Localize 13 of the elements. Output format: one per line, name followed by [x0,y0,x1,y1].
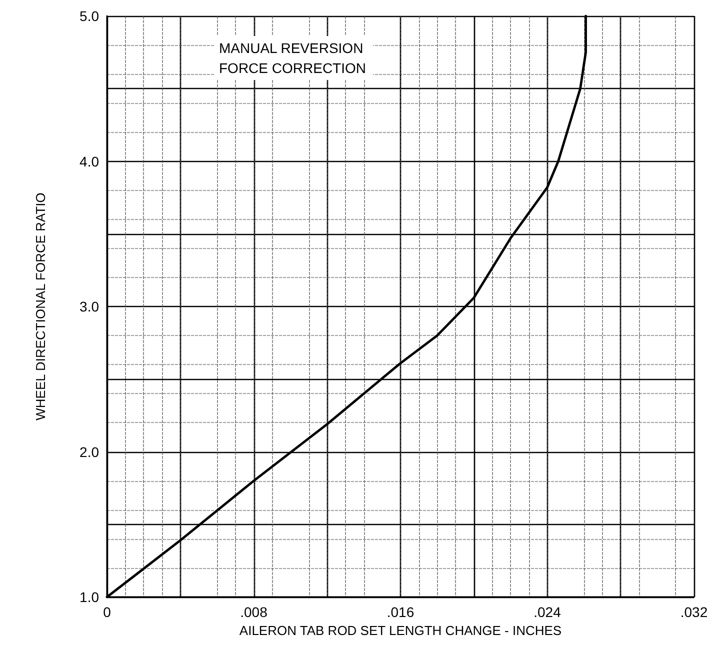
y-tick-label: 4.0 [80,153,100,170]
x-tick-label: 0 [103,604,112,620]
y-tick-label: 1.0 [80,589,100,605]
x-axis-title: AILERON TAB ROD SET LENGTH CHANGE - INCHES [239,622,562,638]
y-tick-label: 3.0 [80,298,100,314]
y-axis-title: WHEEL DIRECTIONAL FORCE RATIO [33,192,48,420]
x-tick-label: .032 [680,604,708,620]
x-tick-label: .008 [240,604,268,620]
x-tick-label: .024 [534,604,562,620]
y-tick-label: 2.0 [80,444,100,460]
annotation: MANUAL REVERSION FORCE CORRECTION [219,40,368,76]
x-tick-label: .016 [386,604,414,620]
y-tick-label: 5.0 [80,8,100,24]
